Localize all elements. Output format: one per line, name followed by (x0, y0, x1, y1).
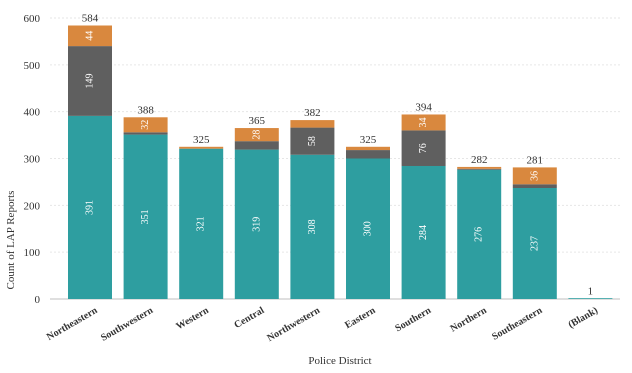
segment-value-label: 237 (529, 236, 540, 251)
bar-total-label: 282 (471, 154, 488, 166)
y-tick-label: 100 (24, 247, 41, 259)
bars (68, 25, 613, 299)
bar-segment (401, 130, 446, 166)
x-category-label: Western (174, 305, 211, 333)
x-category-label: (Blank) (566, 305, 599, 331)
bar-segment (346, 146, 390, 151)
x-category-label: Central (232, 305, 266, 331)
bar-segment (512, 188, 557, 299)
bar-segment (401, 114, 446, 131)
bar-total-label: 388 (137, 104, 154, 116)
bar-segment (457, 168, 502, 170)
bar-labels: 391 149 44 584 351 32 388 321 325 319 28 365 308 58 38… (82, 12, 593, 297)
segment-value-label: 321 (196, 216, 207, 231)
bar-segment (68, 115, 112, 299)
bar-segment (234, 128, 279, 142)
bar-segment (512, 184, 557, 189)
x-category-label: Northern (449, 305, 490, 335)
x-axis-title: Police District (308, 355, 371, 367)
bar-segment (457, 166, 502, 169)
segment-value-label: 32 (140, 120, 151, 130)
x-category-label: Southern (393, 305, 433, 334)
bar-segment (568, 298, 613, 299)
bar-segment (179, 146, 224, 149)
y-tick-label: 400 (24, 107, 41, 119)
x-category-label: Southeastern (490, 305, 544, 343)
bar-segment (68, 46, 112, 116)
bar-segment (346, 150, 390, 159)
segment-value-label: 284 (418, 225, 429, 240)
segment-value-label: 36 (529, 171, 540, 181)
y-axis-title: Count of LAP Reports (5, 191, 17, 290)
bar-total-label: 325 (360, 134, 377, 146)
segment-value-label: 44 (85, 31, 96, 41)
bar-segment (290, 154, 335, 299)
bar-segment (512, 167, 557, 185)
bar-segment (68, 25, 112, 47)
segment-value-label: 300 (363, 221, 374, 236)
bar-total-label: 365 (249, 115, 266, 127)
segment-value-label: 391 (85, 200, 96, 215)
y-tick-label: 600 (24, 13, 41, 25)
bar-segment (123, 134, 168, 299)
bar-segment (290, 127, 335, 155)
x-category-label: Northwestern (265, 305, 322, 344)
x-axis: Northeastern Southwestern Western Central No… (45, 305, 600, 344)
segment-value-label: 276 (474, 227, 485, 242)
bar-total-label: 325 (193, 134, 210, 146)
y-tick-label: 300 (24, 154, 41, 166)
bar-total-label: 281 (527, 154, 544, 166)
segment-value-label: 76 (418, 143, 429, 153)
segment-value-label: 351 (140, 209, 151, 224)
segment-value-label: 34 (418, 117, 429, 127)
y-tick-label: 200 (24, 200, 41, 212)
bar-segment (234, 141, 279, 150)
segment-value-label: 149 (85, 73, 96, 88)
segment-value-label: 28 (251, 130, 262, 140)
bar-segment (234, 149, 279, 299)
bar-total-label: 1 (588, 286, 594, 298)
segment-value-label: 308 (307, 219, 318, 234)
bar-total-label: 394 (415, 101, 432, 113)
y-tick-label: 500 (24, 60, 41, 72)
segment-value-label: 58 (307, 136, 318, 146)
x-category-label: Eastern (343, 305, 378, 331)
bar-segment (179, 148, 224, 299)
bar-segment (401, 165, 446, 299)
bar-segment (290, 120, 335, 128)
bar-total-label: 382 (304, 107, 321, 119)
bar-segment (346, 158, 390, 299)
y-axis: 0 100 200 300 400 500 600 (24, 13, 41, 306)
bar-total-label: 584 (82, 12, 99, 24)
x-category-label: Northeastern (45, 305, 100, 343)
bar-segment (123, 117, 168, 133)
y-tick-label: 0 (35, 294, 41, 306)
bar-segment (457, 169, 502, 299)
x-category-label: Southwestern (99, 305, 155, 344)
bar-segment (123, 132, 168, 135)
segment-value-label: 319 (251, 217, 262, 232)
